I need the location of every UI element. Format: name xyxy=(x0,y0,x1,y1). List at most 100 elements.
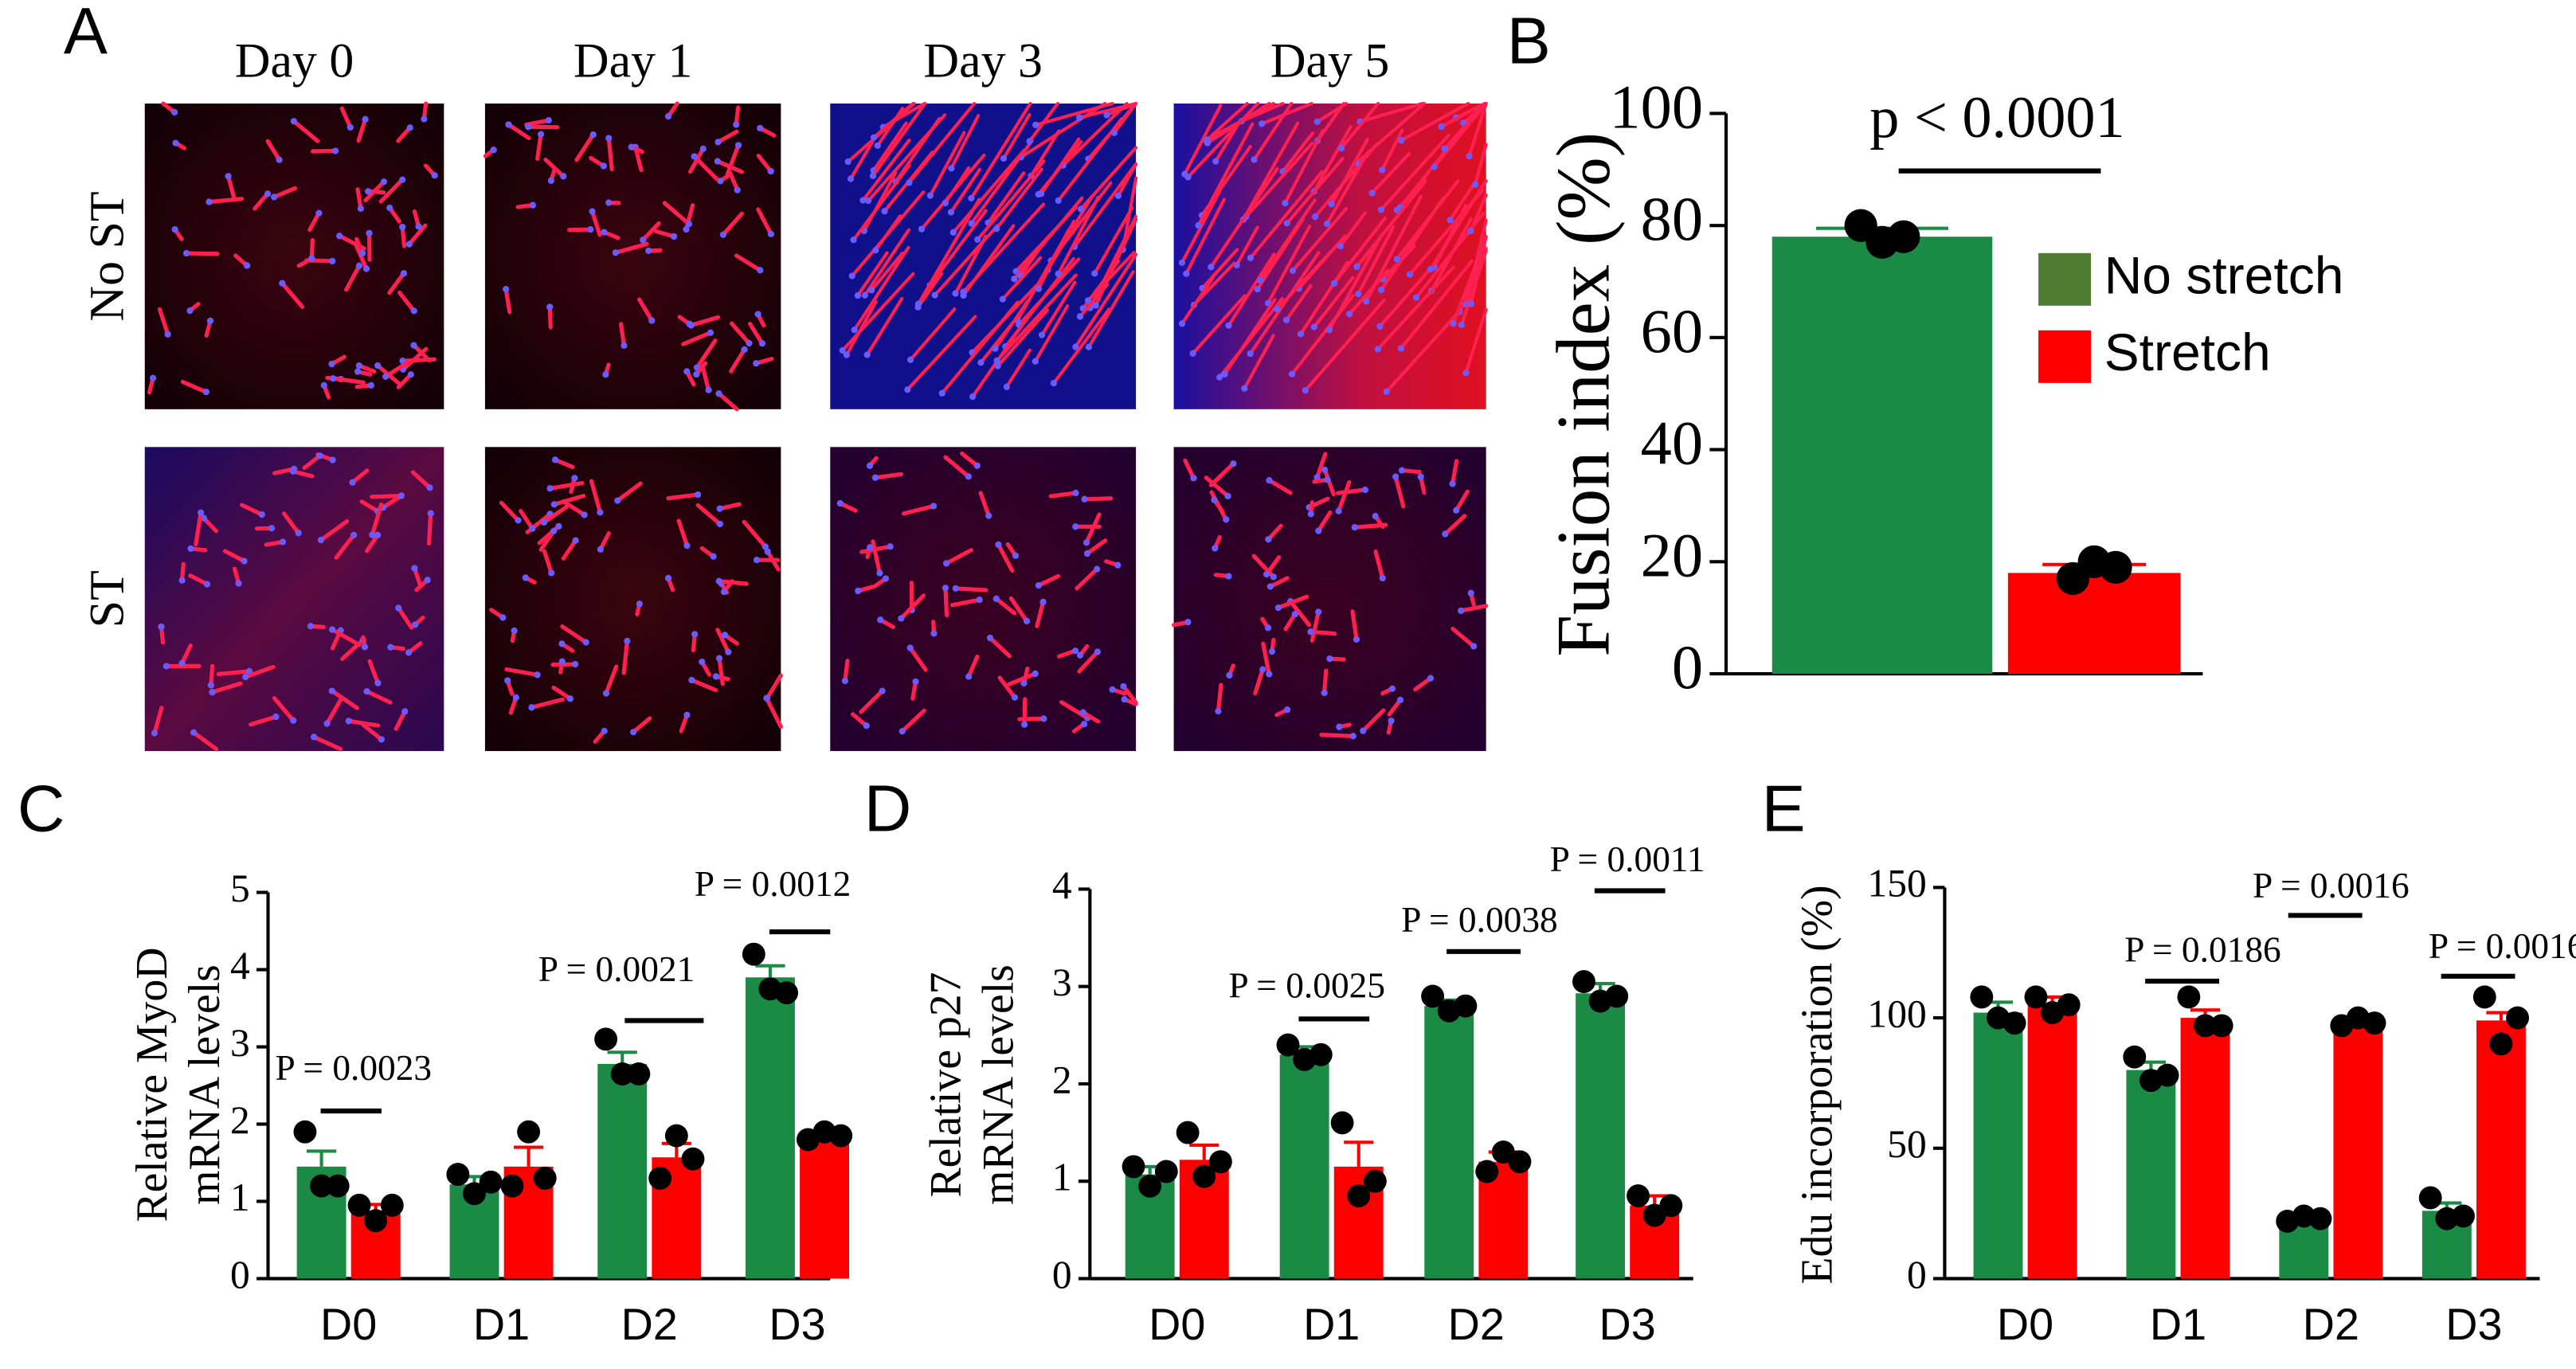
cell xyxy=(1308,629,1337,636)
cell xyxy=(1248,170,1324,260)
nucleus xyxy=(558,640,566,647)
nucleus xyxy=(1337,144,1345,152)
nucleus xyxy=(1335,507,1342,514)
nucleus xyxy=(960,288,967,295)
data-point xyxy=(2002,1011,2026,1035)
nucleus xyxy=(511,627,518,635)
nucleus xyxy=(1336,723,1343,730)
nucleus xyxy=(551,456,559,464)
cell xyxy=(1429,217,1473,293)
nucleus xyxy=(1379,574,1386,582)
panel-label: C xyxy=(18,772,65,845)
nucleus xyxy=(882,575,890,582)
data-point xyxy=(2506,1006,2530,1030)
cell xyxy=(503,287,512,315)
data-point xyxy=(2452,1204,2475,1228)
nucleus xyxy=(733,121,740,128)
nucleus xyxy=(1265,536,1272,543)
nucleus xyxy=(1011,694,1019,701)
nucleus xyxy=(699,145,707,152)
nucleus xyxy=(716,505,723,512)
cell xyxy=(396,605,414,630)
nucleus xyxy=(170,108,178,116)
data-point xyxy=(2024,985,2048,1009)
nucleus xyxy=(1291,611,1298,618)
cell xyxy=(1357,225,1396,296)
nucleus xyxy=(295,530,302,537)
cell xyxy=(1039,280,1077,337)
nucleus xyxy=(407,371,414,378)
data-point xyxy=(310,1174,334,1198)
nucleus xyxy=(1190,475,1197,482)
nucleus xyxy=(1032,670,1039,678)
nucleus xyxy=(421,115,428,123)
cell xyxy=(1290,206,1349,272)
nucleus xyxy=(973,462,981,469)
nucleus xyxy=(1396,696,1404,704)
micrograph xyxy=(1171,447,1489,752)
data-point xyxy=(2489,1032,2513,1056)
nucleus xyxy=(1026,138,1033,145)
nucleus xyxy=(1313,118,1321,125)
nucleus xyxy=(290,717,297,724)
micrograph xyxy=(830,101,1138,409)
cell xyxy=(1051,307,1111,385)
nucleus xyxy=(1467,227,1474,235)
cell xyxy=(1012,196,1084,281)
nucleus xyxy=(725,648,732,655)
nucleus xyxy=(868,287,875,294)
panel-label: A xyxy=(64,0,108,68)
cell xyxy=(265,139,282,162)
nucleus xyxy=(602,371,609,378)
cell xyxy=(1019,238,1047,278)
nucleus xyxy=(965,673,973,680)
cell xyxy=(717,579,749,586)
data-point xyxy=(1659,1194,1683,1218)
nucleus xyxy=(761,543,769,550)
cell xyxy=(1223,298,1277,376)
nucleus xyxy=(336,233,343,240)
column-label: Day 0 xyxy=(235,34,354,88)
nucleus xyxy=(369,531,376,538)
nucleus xyxy=(1079,709,1086,716)
bar xyxy=(1973,1012,2023,1279)
cell xyxy=(917,198,981,306)
nucleus xyxy=(1466,152,1473,160)
cell xyxy=(1384,309,1462,393)
nucleus xyxy=(850,237,857,244)
cell xyxy=(280,281,305,309)
cell xyxy=(1283,129,1325,205)
nucleus xyxy=(1361,486,1369,494)
nucleus xyxy=(877,616,884,624)
nucleus xyxy=(636,600,644,608)
nucleus xyxy=(1307,510,1314,518)
cell xyxy=(157,307,170,337)
nucleus xyxy=(1120,683,1127,690)
cell xyxy=(547,481,585,491)
cell xyxy=(1339,101,1380,151)
cell xyxy=(1112,101,1138,135)
y-axis-label: mRNA levels xyxy=(180,964,229,1205)
error-bar xyxy=(307,1149,337,1167)
cell xyxy=(1439,101,1486,129)
nucleus xyxy=(1109,686,1116,693)
cell xyxy=(1259,198,1317,282)
data-point xyxy=(1154,1160,1178,1183)
nucleus xyxy=(1312,213,1319,221)
y-tick-label: 0 xyxy=(230,1253,250,1297)
nucleus xyxy=(290,118,298,125)
nucleus xyxy=(1076,313,1084,320)
nucleus xyxy=(1212,545,1219,552)
cell xyxy=(1285,157,1345,225)
nucleus xyxy=(721,632,729,639)
cell xyxy=(426,511,433,546)
data-point xyxy=(1887,220,1920,253)
cell xyxy=(1312,125,1353,194)
nucleus xyxy=(1114,561,1122,569)
nucleus xyxy=(1360,727,1367,734)
cell xyxy=(194,510,203,547)
cell xyxy=(1360,708,1386,733)
nucleus xyxy=(1082,539,1090,546)
nucleus xyxy=(753,360,760,367)
cell xyxy=(1017,257,1081,327)
